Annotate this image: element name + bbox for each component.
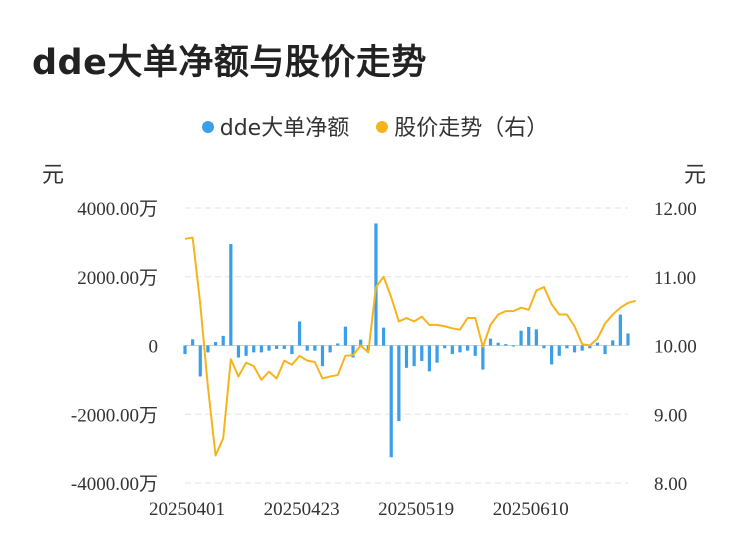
bar [427, 345, 432, 372]
bar [595, 342, 600, 346]
left-tick-label: -4000.00万 [71, 474, 158, 495]
bar [458, 345, 462, 353]
bar [473, 345, 477, 356]
bar [183, 345, 187, 355]
right-tick-label: 12.00 [654, 199, 697, 220]
bar [611, 340, 615, 346]
bar [572, 345, 577, 353]
bar [404, 345, 409, 368]
bar [351, 345, 355, 358]
bar [198, 345, 202, 377]
bar [236, 345, 241, 358]
legend-label-price: 股价走势（右） [394, 116, 549, 141]
bar [443, 345, 447, 349]
bar [504, 344, 508, 346]
bar [267, 345, 271, 351]
bar [565, 345, 569, 349]
chart-title: dde大单净额与股价走势 [32, 43, 427, 83]
bar [343, 326, 347, 346]
right-tick-label: 11.00 [654, 268, 696, 289]
right-tick-label: 9.00 [654, 405, 687, 426]
price-line [184, 236, 636, 457]
bar [389, 345, 393, 458]
bar [206, 345, 210, 353]
x-tick-label: 20250423 [264, 499, 340, 520]
left-tick-label: 4000.00万 [77, 199, 158, 220]
bar [320, 345, 325, 367]
bar [588, 345, 592, 349]
bar [550, 345, 554, 365]
bar [191, 339, 195, 346]
bar [397, 345, 401, 422]
bar [534, 329, 538, 346]
bar [336, 343, 340, 346]
bar [420, 345, 424, 361]
bar [557, 345, 561, 356]
bar [511, 345, 516, 347]
left-tick-label: 0 [149, 337, 159, 358]
bar [213, 342, 218, 346]
legend-label-dde: dde大单净额 [219, 116, 350, 141]
bar [542, 345, 546, 349]
bar [282, 345, 286, 349]
bar [435, 345, 439, 363]
bar [359, 339, 363, 346]
bar [374, 223, 378, 346]
bar [496, 342, 500, 346]
bar [466, 345, 470, 351]
bar [244, 345, 248, 356]
left-axis-unit: 元 [42, 163, 65, 188]
bar [626, 333, 630, 346]
bar [252, 345, 256, 353]
bar [527, 326, 531, 346]
legend-marker-price [376, 121, 389, 133]
bar [450, 345, 454, 355]
legend: dde大单净额 股价走势（右） [0, 110, 750, 142]
right-axis-unit: 元 [684, 163, 707, 188]
right-tick-label: 8.00 [654, 474, 687, 495]
bar [488, 338, 493, 346]
bar [580, 345, 584, 351]
left-tick-label: -2000.00万 [71, 405, 158, 426]
bar [221, 335, 225, 346]
x-tick-label: 20250401 [149, 499, 225, 520]
legend-item-price[interactable]: 股价走势（右） [376, 110, 548, 142]
bar [328, 345, 332, 353]
bar [305, 345, 309, 351]
bar [481, 345, 485, 370]
bar [290, 345, 294, 355]
bar [618, 314, 622, 346]
bar [313, 345, 317, 351]
bar [519, 330, 523, 346]
right-tick-label: 10.00 [654, 337, 697, 358]
bar [229, 244, 233, 346]
bar [259, 345, 263, 353]
legend-item-dde[interactable]: dde大单净额 [201, 110, 350, 142]
bar [275, 345, 279, 349]
bar [412, 345, 416, 367]
x-tick-label: 20250610 [493, 499, 569, 520]
left-tick-label: 2000.00万 [77, 268, 158, 289]
bar [297, 321, 302, 346]
legend-marker-dde [201, 121, 214, 133]
x-tick-label: 20250519 [378, 499, 454, 520]
bar [381, 327, 386, 346]
bar [603, 345, 607, 355]
